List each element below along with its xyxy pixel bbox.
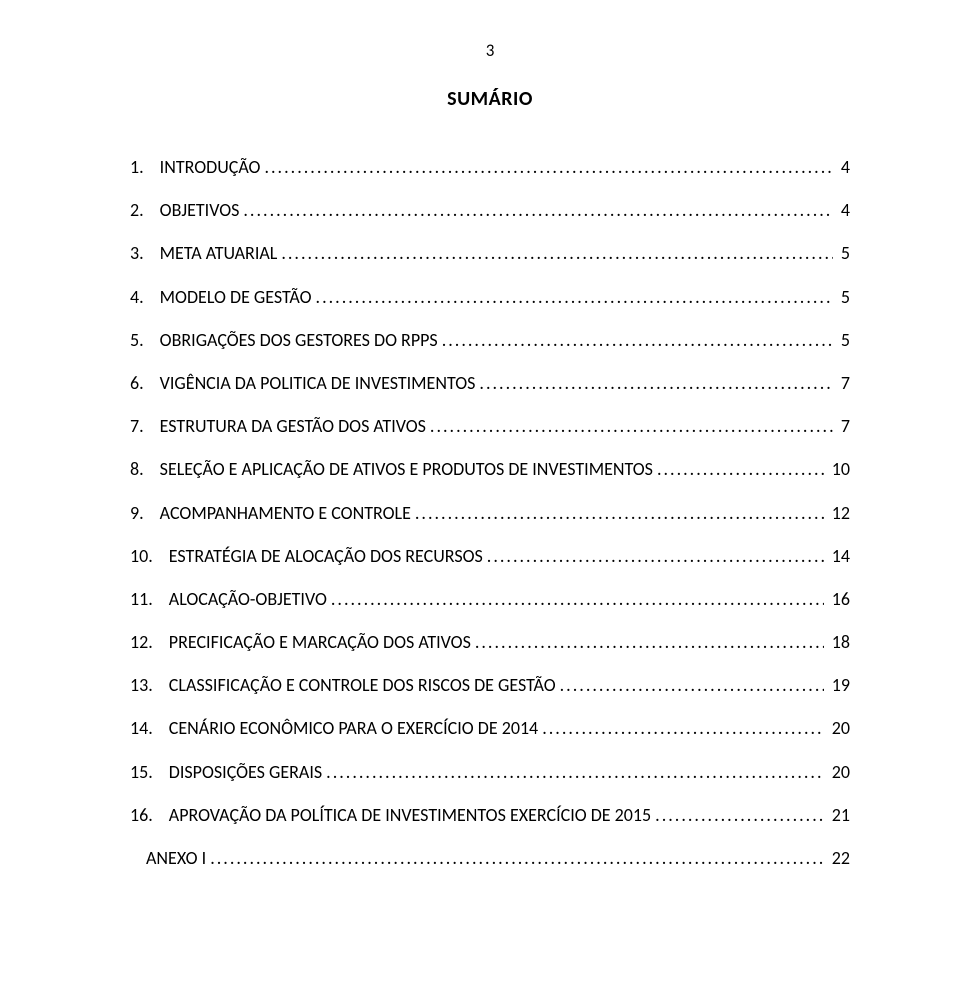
toc-leader: ........................................… [655, 803, 824, 828]
toc-leader: ........................................… [264, 155, 832, 180]
toc-label: PRECIFICAÇÃO E MARCAÇÃO DOS ATIVOS [169, 630, 471, 655]
toc-page: 19 [828, 673, 850, 698]
toc-row: 15. DISPOSIÇÕES GERAIS .................… [130, 760, 850, 785]
toc-leader: ........................................… [487, 544, 824, 569]
toc-row: 5. OBRIGAÇÕES DOS GESTORES DO RPPS .....… [130, 328, 850, 353]
toc-row: 7. ESTRUTURA DA GESTÃO DOS ATIVOS ......… [130, 414, 850, 439]
toc-label: ESTRUTURA DA GESTÃO DOS ATIVOS [160, 414, 426, 439]
toc-label: ACOMPANHAMENTO E CONTROLE [160, 501, 411, 526]
toc-leader: ........................................… [210, 846, 824, 871]
toc-number: 7. [130, 414, 160, 439]
toc-page: 5 [837, 285, 850, 310]
toc-leader: ........................................… [479, 371, 832, 396]
toc-number: 9. [130, 501, 160, 526]
toc-page: 18 [828, 630, 850, 655]
toc-number: 12. [130, 630, 169, 655]
toc-number: 3. [130, 241, 160, 266]
toc-label: CENÁRIO ECONÔMICO PARA O EXERCÍCIO DE 20… [169, 716, 538, 741]
toc-row: 14. CENÁRIO ECONÔMICO PARA O EXERCÍCIO D… [130, 716, 850, 741]
toc-label: INTRODUÇÃO [160, 155, 261, 180]
toc-page: 10 [828, 457, 850, 482]
toc-label: ALOCAÇÃO-OBJETIVO [169, 587, 327, 612]
toc-leader: ........................................… [415, 501, 824, 526]
toc-page: 20 [828, 716, 850, 741]
toc-page: 21 [828, 803, 850, 828]
toc-row: 8. SELEÇÃO E APLICAÇÃO DE ATIVOS E PRODU… [130, 457, 850, 482]
toc-row: 16. APROVAÇÃO DA POLÍTICA DE INVESTIMENT… [130, 803, 850, 828]
toc-page: 12 [828, 501, 850, 526]
page-title: SUMÁRIO [130, 87, 850, 111]
toc-number: 15. [130, 760, 169, 785]
toc-row: 12. PRECIFICAÇÃO E MARCAÇÃO DOS ATIVOS .… [130, 630, 850, 655]
toc-page: 20 [828, 760, 850, 785]
toc-number: 1. [130, 155, 160, 180]
toc-label: APROVAÇÃO DA POLÍTICA DE INVESTIMENTOS E… [169, 803, 651, 828]
toc-leader: ........................................… [442, 328, 833, 353]
toc-number: 10. [130, 544, 169, 569]
toc-page: 5 [837, 328, 850, 353]
toc-page: 16 [828, 587, 850, 612]
toc-page: 14 [828, 544, 850, 569]
toc-number: 4. [130, 285, 160, 310]
toc-page: 7 [837, 414, 850, 439]
toc-label: DISPOSIÇÕES GERAIS [169, 760, 322, 785]
toc-page: 4 [837, 155, 850, 180]
table-of-contents: 1. INTRODUÇÃO ..........................… [130, 155, 850, 871]
toc-label: ANEXO I [146, 846, 206, 871]
toc-row: 6. VIGÊNCIA DA POLITICA DE INVESTIMENTOS… [130, 371, 850, 396]
toc-label: META ATUARIAL [160, 241, 278, 266]
toc-leader: ........................................… [542, 716, 824, 741]
toc-leader: ........................................… [326, 760, 824, 785]
toc-row: 2. OBJETIVOS ...........................… [130, 198, 850, 223]
toc-leader: ........................................… [560, 673, 824, 698]
toc-number: 13. [130, 673, 169, 698]
toc-page: 4 [837, 198, 850, 223]
toc-row: ANEXO I ................................… [130, 846, 850, 871]
toc-row: 1. INTRODUÇÃO ..........................… [130, 155, 850, 180]
toc-row: 4. MODELO DE GESTÃO ....................… [130, 285, 850, 310]
toc-row: 13. CLASSIFICAÇÃO E CONTROLE DOS RISCOS … [130, 673, 850, 698]
toc-number: 11. [130, 587, 169, 612]
toc-row: 9. ACOMPANHAMENTO E CONTROLE ...........… [130, 501, 850, 526]
toc-leader: ........................................… [475, 630, 824, 655]
toc-label: OBRIGAÇÕES DOS GESTORES DO RPPS [160, 328, 438, 353]
toc-leader: ........................................… [331, 587, 824, 612]
toc-row: 3. META ATUARIAL .......................… [130, 241, 850, 266]
toc-label: MODELO DE GESTÃO [160, 285, 312, 310]
toc-leader: ........................................… [657, 457, 824, 482]
toc-leader: ........................................… [430, 414, 833, 439]
toc-page: 7 [837, 371, 850, 396]
toc-label: ESTRATÉGIA DE ALOCAÇÃO DOS RECURSOS [169, 544, 483, 569]
toc-page: 5 [837, 241, 850, 266]
toc-label: OBJETIVOS [160, 198, 240, 223]
toc-row: 10. ESTRATÉGIA DE ALOCAÇÃO DOS RECURSOS … [130, 544, 850, 569]
toc-label: SELEÇÃO E APLICAÇÃO DE ATIVOS E PRODUTOS… [160, 457, 653, 482]
toc-page: 22 [828, 846, 850, 871]
toc-number: 6. [130, 371, 160, 396]
toc-number: 5. [130, 328, 160, 353]
toc-label: CLASSIFICAÇÃO E CONTROLE DOS RISCOS DE G… [169, 673, 556, 698]
toc-leader: ........................................… [243, 198, 832, 223]
toc-number: 14. [130, 716, 169, 741]
toc-number: 8. [130, 457, 160, 482]
toc-label: VIGÊNCIA DA POLITICA DE INVESTIMENTOS [160, 371, 476, 396]
page-number: 3 [130, 40, 850, 61]
toc-number: 2. [130, 198, 160, 223]
toc-number: 16. [130, 803, 169, 828]
toc-leader: ........................................… [281, 241, 833, 266]
toc-row: 11. ALOCAÇÃO-OBJETIVO ..................… [130, 587, 850, 612]
toc-leader: ........................................… [316, 285, 833, 310]
